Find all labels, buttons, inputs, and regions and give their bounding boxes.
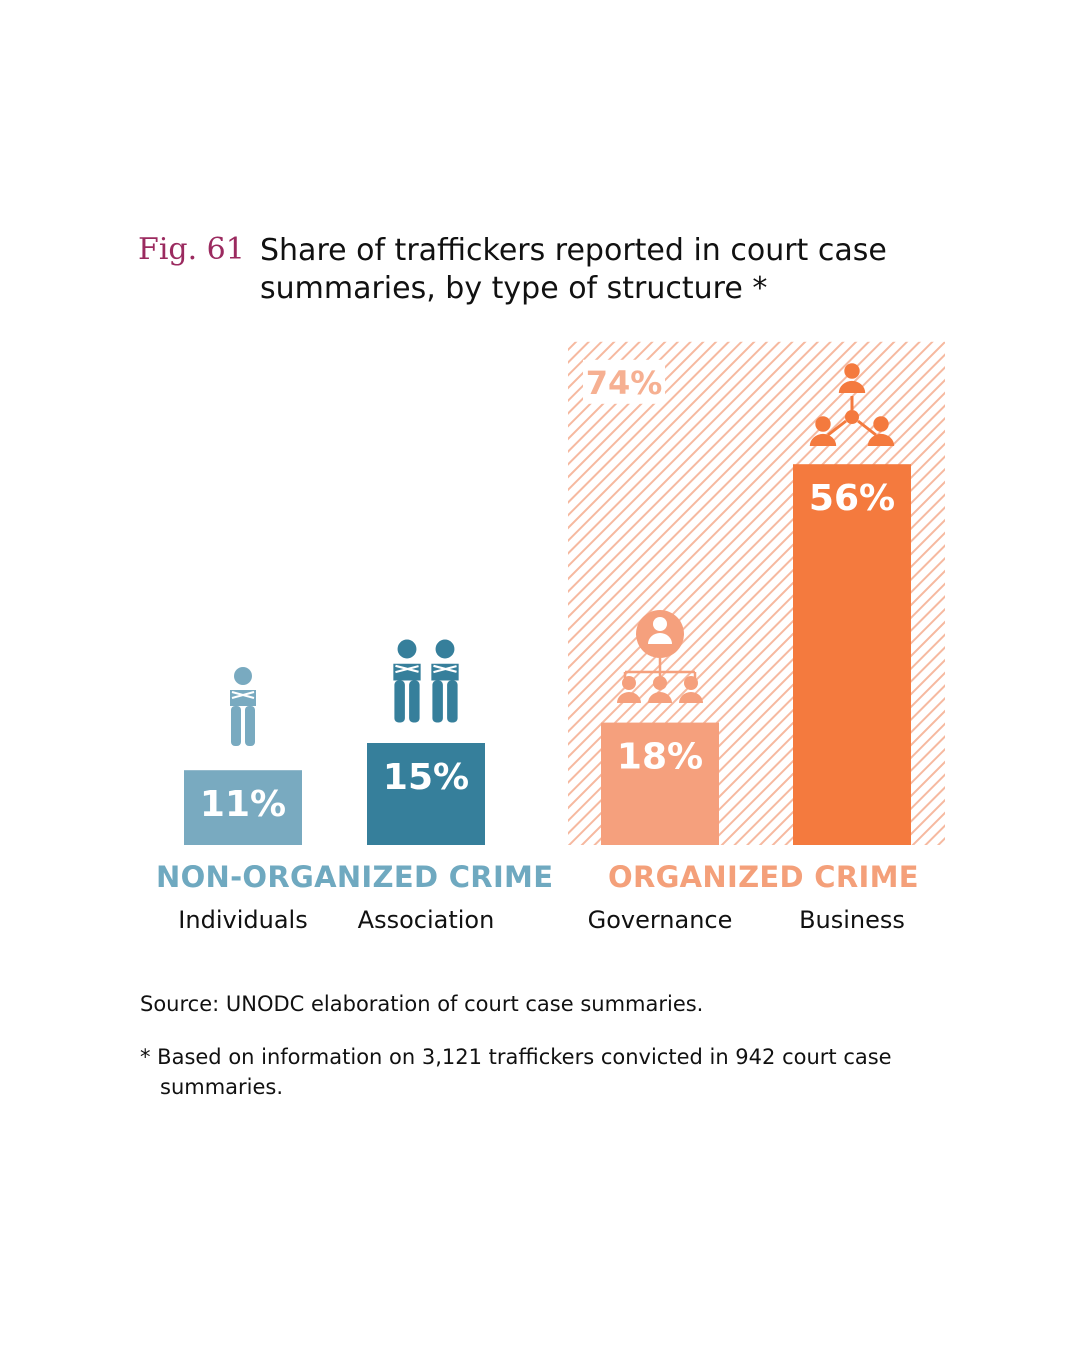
hierarchy-icon — [617, 610, 703, 703]
bar-individuals — [184, 770, 302, 845]
figure-number: Fig. 61 — [138, 232, 245, 267]
bar-governance — [601, 722, 719, 845]
group-label-non-organized: NON-ORGANIZED CRIME — [156, 860, 554, 894]
network-icon — [809, 363, 895, 446]
category-label-business: Business — [799, 906, 905, 934]
value-label-governance: 18% — [617, 737, 703, 778]
two-persons-icon — [393, 639, 459, 723]
value-label-association: 15% — [383, 757, 469, 798]
bar-association — [367, 743, 485, 845]
footnote: * Based on information on 3,121 traffick… — [140, 1045, 892, 1099]
value-label-business: 56% — [809, 478, 895, 519]
category-label-individuals: Individuals — [178, 906, 308, 934]
category-label-association: Association — [357, 906, 495, 934]
value-label-individuals: 11% — [200, 784, 286, 825]
source-note: Source: UNODC elaboration of court case … — [140, 992, 704, 1016]
organized-total-label: 74% — [586, 364, 663, 402]
group-label-organized: ORGANIZED CRIME — [608, 860, 919, 894]
single-person-icon — [230, 667, 256, 746]
bar-business — [793, 464, 911, 845]
organized-total-label-bg — [583, 359, 665, 404]
category-label-governance: Governance — [587, 906, 733, 934]
figure-title: Share of traffickers reported in court c… — [260, 233, 887, 306]
